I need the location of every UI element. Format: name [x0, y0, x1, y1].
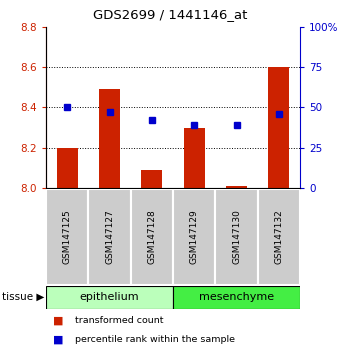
Text: GDS2699 / 1441146_at: GDS2699 / 1441146_at [93, 8, 248, 21]
Text: GSM147125: GSM147125 [63, 210, 72, 264]
Text: ■: ■ [53, 315, 63, 325]
Text: epithelium: epithelium [80, 292, 139, 302]
Bar [173, 286, 300, 309]
Text: GSM147128: GSM147128 [147, 210, 157, 264]
Bar [268, 67, 290, 188]
Bar [226, 186, 247, 188]
Bar [173, 189, 216, 285]
Text: tissue ▶: tissue ▶ [2, 292, 44, 302]
Text: GSM147129: GSM147129 [190, 210, 199, 264]
Text: GSM147130: GSM147130 [232, 210, 241, 264]
Bar [141, 170, 162, 188]
Text: transformed count: transformed count [75, 316, 164, 325]
Text: mesenchyme: mesenchyme [199, 292, 274, 302]
Bar [46, 286, 173, 309]
Bar [258, 189, 300, 285]
Text: GSM147127: GSM147127 [105, 210, 114, 264]
Bar [99, 89, 120, 188]
Bar [216, 189, 258, 285]
Bar [88, 189, 131, 285]
Bar [46, 189, 88, 285]
Text: GSM147132: GSM147132 [275, 210, 283, 264]
Bar [131, 189, 173, 285]
Bar [184, 128, 205, 188]
Bar [57, 148, 78, 188]
Text: percentile rank within the sample: percentile rank within the sample [75, 335, 235, 344]
Text: ■: ■ [53, 335, 63, 345]
